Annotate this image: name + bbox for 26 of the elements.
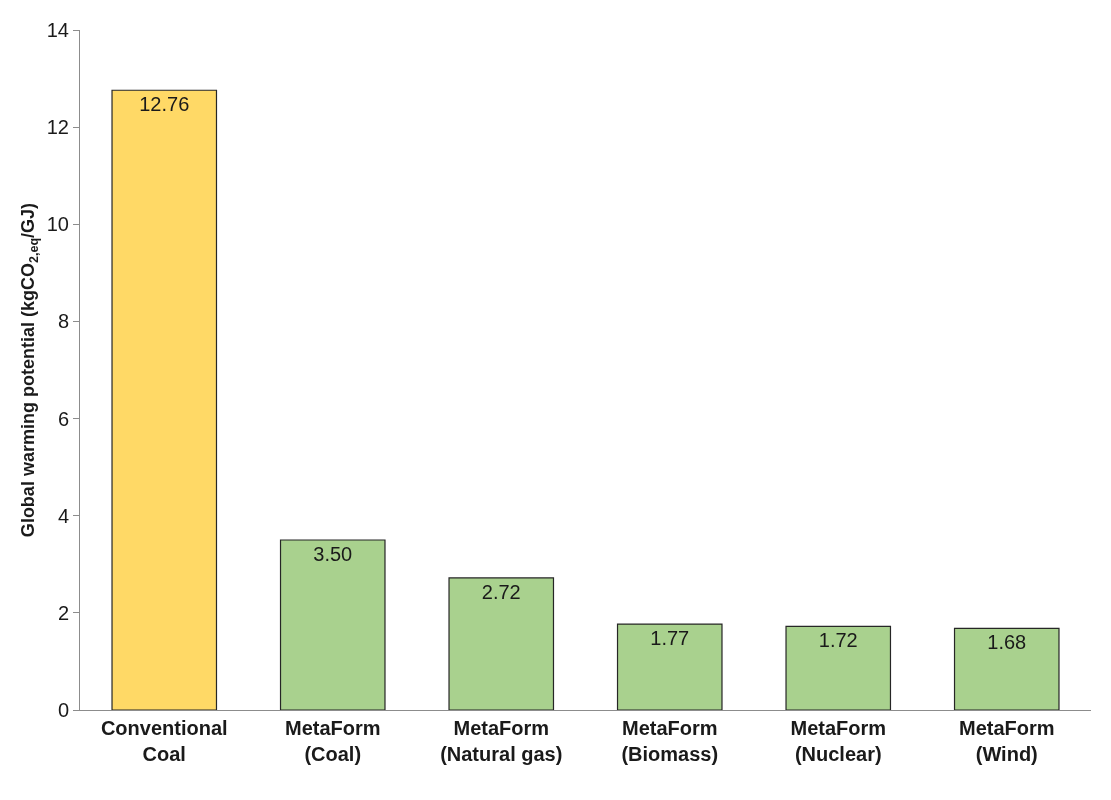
bar xyxy=(111,89,218,710)
y-tick-label: 14 xyxy=(46,19,69,41)
y-tick-label: 0 xyxy=(57,699,69,721)
x-tick-label: MetaForm (Biomass) xyxy=(621,717,719,765)
y-tick-label: 8 xyxy=(57,310,69,333)
data-label: 1.72 xyxy=(818,629,858,652)
y-tick-label: 2 xyxy=(57,601,69,624)
x-tick-label: MetaForm (Natural gas) xyxy=(440,717,563,765)
y-tick-label: 12 xyxy=(46,116,69,139)
y-tick-label: 10 xyxy=(46,213,69,236)
x-tick-label: MetaForm (Coal) xyxy=(284,717,381,765)
x-tick-label: Conventional Coal xyxy=(100,717,228,765)
bar xyxy=(785,625,892,710)
data-label: 12.76 xyxy=(139,93,190,116)
data-label: 3.50 xyxy=(313,543,353,565)
bar xyxy=(448,577,555,710)
y-tick-label: 6 xyxy=(57,407,69,430)
bar xyxy=(616,623,723,710)
y-tick-label: 4 xyxy=(57,504,69,527)
data-label: 1.68 xyxy=(987,631,1027,654)
x-tick-label: MetaForm (Wind) xyxy=(958,717,1055,765)
x-tick-label: MetaForm (Nuclear) xyxy=(790,717,887,765)
data-label: 1.77 xyxy=(650,627,690,650)
data-label: 2.72 xyxy=(481,580,521,603)
bar xyxy=(953,627,1060,710)
bar xyxy=(279,539,386,710)
